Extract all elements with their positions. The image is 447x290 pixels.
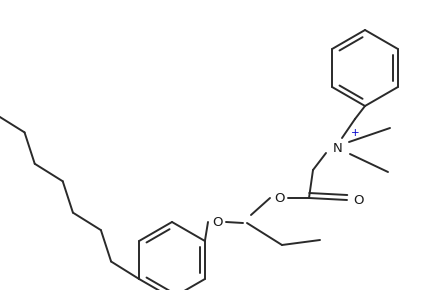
Text: N: N	[333, 142, 343, 155]
Text: +: +	[351, 128, 359, 138]
Text: O: O	[353, 193, 363, 206]
Text: O: O	[212, 215, 222, 229]
Text: O: O	[274, 191, 284, 204]
